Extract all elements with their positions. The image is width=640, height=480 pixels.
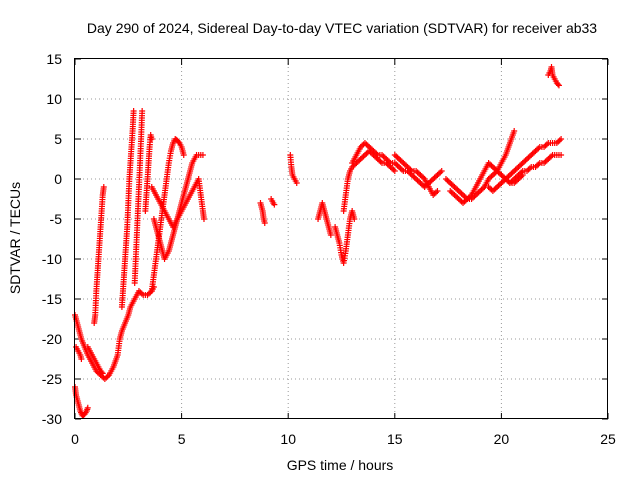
series-arc-16	[332, 208, 358, 266]
data-point	[175, 138, 182, 145]
data-point	[327, 232, 334, 238]
series-arc-04	[84, 344, 106, 377]
data-point	[558, 152, 565, 158]
series-arc-10	[150, 152, 206, 262]
series-arc-15	[315, 200, 334, 238]
data-point	[130, 108, 137, 114]
series-arc-21	[447, 160, 526, 206]
series-arc-22	[485, 136, 565, 194]
data-point	[511, 128, 518, 134]
series-arc-01	[72, 284, 157, 382]
y-tick-label: -15	[42, 291, 62, 307]
grid	[75, 59, 608, 419]
data-point	[391, 168, 398, 174]
data-point	[434, 188, 441, 194]
series-arc-14	[287, 152, 300, 186]
data-point	[100, 184, 107, 190]
y-tick-label: 15	[46, 51, 62, 67]
y-tick-label: -10	[42, 251, 62, 267]
y-tick-label: 5	[54, 131, 62, 147]
data-point	[78, 356, 85, 362]
y-tick-label: 0	[54, 171, 62, 187]
y-tick-label: -30	[42, 411, 62, 427]
series-arc-06	[118, 108, 137, 310]
y-axis-label: SDTVAR / TECUs	[7, 182, 23, 294]
series-arc-13	[268, 196, 278, 208]
data-point	[293, 180, 300, 186]
series-arc-19	[391, 152, 441, 198]
data-point	[200, 216, 207, 222]
series-arc-20	[442, 128, 518, 202]
y-tick-label: -5	[50, 211, 63, 227]
data-points	[72, 64, 565, 419]
data-point	[554, 81, 561, 88]
series-arc-12	[257, 200, 268, 226]
y-tick-label: -20	[42, 331, 62, 347]
x-tick-label: 10	[280, 431, 296, 447]
chart-title: Day 290 of 2024, Sidereal Day-to-day VTE…	[87, 20, 597, 36]
data-point	[555, 82, 562, 89]
series-arc-18	[349, 140, 445, 190]
x-tick-label: 15	[387, 431, 403, 447]
data-point	[99, 370, 106, 377]
data-point	[199, 152, 206, 158]
data-point	[438, 168, 445, 174]
data-point	[148, 136, 155, 142]
data-point	[98, 369, 105, 376]
axis-ticks: 0 5 10 15 20 25 -30 -25 -20 -15 -10 -5 0 5 10 15	[42, 51, 616, 447]
series-arc-23	[506, 152, 565, 186]
data-point	[261, 220, 268, 226]
series-arc-03	[73, 344, 85, 362]
y-tick-label: -25	[42, 371, 62, 387]
data-point	[84, 404, 91, 411]
x-tick-label: 25	[600, 431, 616, 447]
series-arc-08	[142, 132, 155, 214]
x-tick-label: 5	[178, 431, 186, 447]
data-point	[271, 201, 278, 208]
x-tick-label: 0	[71, 431, 79, 447]
data-point	[139, 108, 146, 114]
data-point	[558, 136, 565, 142]
series-arc-11	[148, 176, 207, 230]
series-arc-07	[131, 108, 146, 286]
plot-frame	[74, 58, 608, 419]
data-point	[351, 216, 358, 222]
series-arc-24	[545, 64, 562, 89]
series-arc-17	[340, 148, 398, 214]
y-tick-label: 10	[46, 91, 62, 107]
series-arc-05	[91, 184, 107, 326]
x-tick-label: 20	[494, 431, 510, 447]
x-axis-label: GPS time / hours	[287, 457, 394, 473]
data-point	[180, 152, 187, 158]
